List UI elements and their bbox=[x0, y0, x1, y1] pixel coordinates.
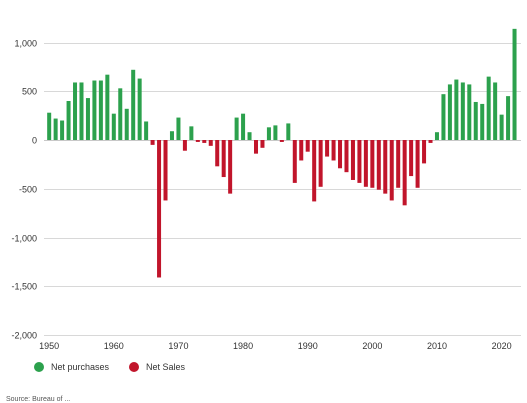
bar-net-sale[interactable] bbox=[208, 140, 213, 146]
bar-net-sale[interactable] bbox=[305, 140, 310, 152]
bar-net-purchase[interactable] bbox=[480, 103, 485, 140]
bar-net-purchase[interactable] bbox=[47, 112, 52, 140]
bar-net-sale[interactable] bbox=[344, 140, 349, 173]
bar-net-purchase[interactable] bbox=[66, 101, 71, 140]
bar-net-sale[interactable] bbox=[221, 140, 226, 178]
chart-legend: Net purchases Net Sales bbox=[34, 362, 205, 372]
bar-net-sale[interactable] bbox=[350, 140, 355, 180]
y-tick-label: 500 bbox=[22, 87, 37, 97]
bar-net-purchase[interactable] bbox=[247, 132, 252, 140]
bar-net-sale[interactable] bbox=[325, 140, 330, 157]
bar-net-purchase[interactable] bbox=[441, 94, 446, 140]
bar-net-purchase[interactable] bbox=[169, 131, 174, 140]
bar-net-purchase[interactable] bbox=[118, 88, 123, 140]
bar-net-purchase[interactable] bbox=[454, 79, 459, 140]
bar-net-sale[interactable] bbox=[357, 140, 362, 183]
bar-net-purchase[interactable] bbox=[512, 28, 517, 141]
bar-net-purchase[interactable] bbox=[473, 101, 478, 140]
bar-net-purchase[interactable] bbox=[447, 84, 452, 140]
bar-net-purchase[interactable] bbox=[60, 120, 65, 141]
bar-net-purchase[interactable] bbox=[486, 76, 491, 141]
legend-item-net-purchases[interactable]: Net purchases bbox=[34, 362, 109, 372]
bar-net-sale[interactable] bbox=[215, 140, 220, 167]
y-tick-label: -1,500 bbox=[11, 282, 37, 292]
bar-net-sale[interactable] bbox=[163, 140, 168, 201]
x-tick-label: 2010 bbox=[427, 341, 447, 351]
bar-net-purchase[interactable] bbox=[73, 82, 78, 140]
legend-item-net-sales[interactable]: Net Sales bbox=[129, 362, 185, 372]
bar-net-sale[interactable] bbox=[312, 140, 317, 202]
bar-net-sale[interactable] bbox=[279, 140, 284, 142]
legend-swatch-green bbox=[34, 362, 44, 372]
bar-net-purchase[interactable] bbox=[176, 117, 181, 140]
x-tick-label: 1970 bbox=[168, 341, 188, 351]
bar-net-purchase[interactable] bbox=[124, 108, 129, 140]
bar-net-purchase[interactable] bbox=[234, 117, 239, 140]
legend-swatch-red bbox=[129, 362, 140, 372]
bar-net-sale[interactable] bbox=[396, 140, 401, 188]
x-tick-label: 1960 bbox=[104, 341, 124, 351]
bar-net-sale[interactable] bbox=[318, 140, 323, 187]
y-axis-tick-labels: -2,000 -1,500 -1,000 -500 0 500 1,000 bbox=[11, 39, 37, 341]
bar-net-purchase[interactable] bbox=[189, 126, 194, 140]
y-tick-label: 0 bbox=[32, 136, 37, 146]
bar-net-sale[interactable] bbox=[370, 140, 375, 188]
bar-net-sale[interactable] bbox=[202, 140, 207, 143]
x-tick-label: 1990 bbox=[298, 341, 318, 351]
bar-net-sale[interactable] bbox=[299, 140, 304, 161]
bar-net-purchase[interactable] bbox=[460, 82, 465, 140]
x-tick-label: 1980 bbox=[233, 341, 253, 351]
bar-net-sale[interactable] bbox=[409, 140, 414, 177]
legend-label-net-purchases: Net purchases bbox=[51, 362, 110, 372]
bar-net-sale[interactable] bbox=[415, 140, 420, 188]
x-tick-label: 1950 bbox=[39, 341, 59, 351]
bar-net-purchase[interactable] bbox=[111, 113, 116, 140]
x-tick-label: 2000 bbox=[362, 341, 382, 351]
bar-net-purchase[interactable] bbox=[493, 82, 498, 140]
bar-net-sale[interactable] bbox=[376, 140, 381, 190]
bar-net-sale[interactable] bbox=[195, 140, 200, 142]
bar-net-sale[interactable] bbox=[428, 140, 433, 143]
bar-net-purchase[interactable] bbox=[79, 82, 84, 140]
bar-net-sale[interactable] bbox=[254, 140, 259, 154]
legend-label-net-sales: Net Sales bbox=[146, 362, 186, 372]
bar-net-sale[interactable] bbox=[402, 140, 407, 206]
bar-net-purchase[interactable] bbox=[273, 125, 278, 141]
bar-net-sale[interactable] bbox=[338, 140, 343, 169]
bar-net-purchase[interactable] bbox=[85, 98, 90, 140]
y-tick-label: -2,000 bbox=[11, 331, 37, 341]
x-axis-tick-labels: 1950 1960 1970 1980 1990 2000 2010 2020 bbox=[39, 341, 511, 351]
x-tick-label: 2020 bbox=[492, 341, 512, 351]
bar-net-purchase[interactable] bbox=[506, 96, 511, 141]
bar-net-sale[interactable] bbox=[228, 140, 233, 194]
bar-net-purchase[interactable] bbox=[131, 69, 136, 140]
bar-net-sale[interactable] bbox=[389, 140, 394, 201]
bar-net-sale[interactable] bbox=[331, 140, 336, 161]
bar-net-purchase[interactable] bbox=[137, 78, 142, 140]
bar-net-purchase[interactable] bbox=[241, 113, 246, 140]
y-tick-label: -1,000 bbox=[11, 234, 37, 244]
bar-net-purchase[interactable] bbox=[266, 127, 271, 140]
bar-net-purchase[interactable] bbox=[499, 114, 504, 140]
bar-net-sale[interactable] bbox=[150, 140, 155, 145]
bar-net-purchase[interactable] bbox=[434, 132, 439, 140]
bar-net-purchase[interactable] bbox=[92, 80, 97, 140]
bar-net-purchase[interactable] bbox=[467, 84, 472, 140]
bar-net-purchase[interactable] bbox=[98, 80, 103, 140]
bar-net-purchase[interactable] bbox=[105, 74, 110, 140]
bar-net-purchase[interactable] bbox=[286, 123, 291, 140]
y-tick-label: -500 bbox=[19, 185, 37, 195]
bar-net-sale[interactable] bbox=[383, 140, 388, 194]
bar-net-sale[interactable] bbox=[182, 140, 187, 151]
bar-net-sale[interactable] bbox=[363, 140, 368, 187]
bar-net-sale[interactable] bbox=[157, 140, 162, 278]
bar-net-sale[interactable] bbox=[292, 140, 297, 183]
bar-net-sale[interactable] bbox=[422, 140, 427, 164]
bar-net-sale[interactable] bbox=[260, 140, 265, 148]
bar-net-purchase[interactable] bbox=[53, 118, 58, 140]
y-tick-label: 1,000 bbox=[14, 39, 37, 49]
chart-bars bbox=[47, 28, 517, 278]
bar-net-purchase[interactable] bbox=[144, 121, 149, 140]
